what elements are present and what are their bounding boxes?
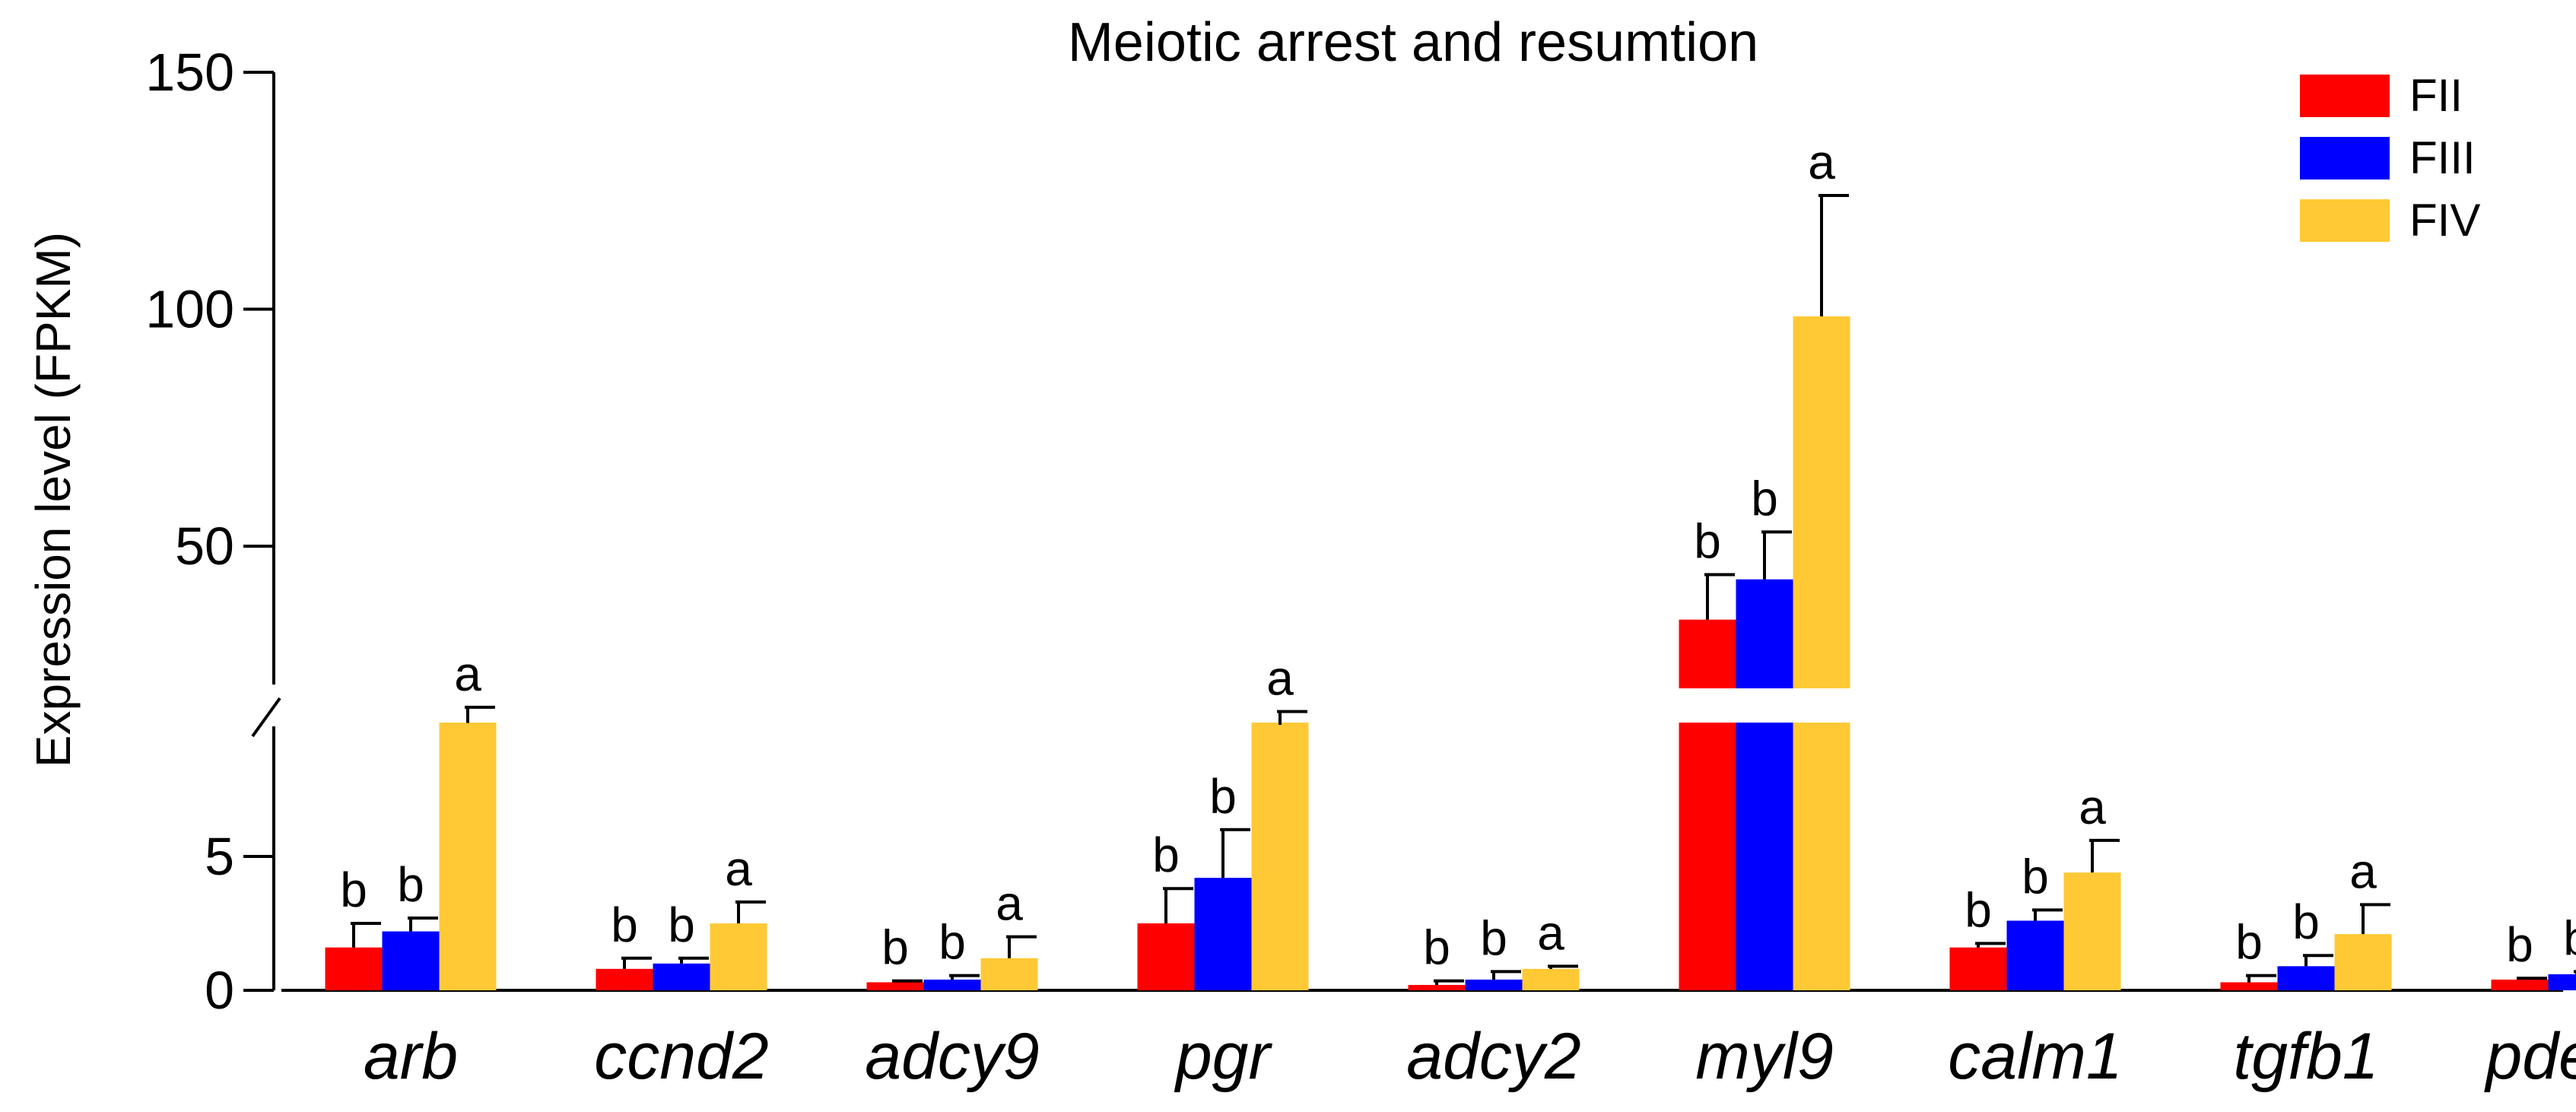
significance-letter: a bbox=[1808, 135, 1835, 189]
significance-letter: b bbox=[2022, 849, 2049, 904]
bar-calm1-fii bbox=[1949, 947, 2007, 990]
x-tick-label: adcy2 bbox=[1406, 1020, 1581, 1093]
x-tick-labels: arb ccnd2 adcy9 pgr adcy2 myl9 calm1 tgfb1 pde3b bbox=[364, 1020, 2576, 1093]
x-tick-label: myl9 bbox=[1695, 1020, 1834, 1093]
chart-title: Meiotic arrest and resumtion bbox=[1068, 12, 1758, 73]
bar-adcy2-fiii bbox=[1465, 979, 1523, 990]
legend-swatch-fii bbox=[2300, 75, 2390, 117]
y-tick-label: 5 bbox=[205, 827, 234, 886]
bar-myl9-fiii bbox=[1736, 579, 1793, 688]
significance-letter: b bbox=[1152, 828, 1180, 882]
bar-pde3b-fii bbox=[2491, 979, 2549, 990]
bar-arb-fii bbox=[325, 947, 383, 990]
legend-swatch-fiv bbox=[2300, 199, 2390, 242]
significance-letter: b bbox=[939, 915, 966, 970]
bar-adcy9-fiv bbox=[980, 958, 1038, 990]
bar-pde3b-fiii bbox=[2548, 974, 2576, 990]
bar-ccnd2-fiv bbox=[710, 923, 767, 990]
significance-letter: b bbox=[1694, 513, 1721, 568]
significance-letter: b bbox=[611, 898, 638, 952]
significance-letter: a bbox=[2079, 780, 2106, 834]
x-tick-label: adcy9 bbox=[865, 1020, 1040, 1093]
significance-letter: b bbox=[2292, 894, 2320, 949]
x-tick-label: pde3b bbox=[2483, 1020, 2576, 1093]
bar-myl9-fiv-lower bbox=[1793, 723, 1850, 990]
bar-arb-fiv-lower bbox=[439, 723, 497, 990]
significance-letter: b bbox=[2235, 915, 2263, 970]
bar-pgr-fiii bbox=[1194, 878, 1252, 990]
legend-label-fiii: FIII bbox=[2409, 132, 2476, 183]
bar-ccnd2-fii bbox=[596, 968, 653, 990]
bar-adcy9-fiii bbox=[923, 979, 981, 990]
bar-ccnd2-fiii bbox=[653, 963, 710, 990]
y-tick-label: 0 bbox=[205, 961, 234, 1020]
bar-calm1-fiv bbox=[2063, 872, 2121, 990]
x-tick-label: tgfb1 bbox=[2233, 1020, 2378, 1093]
significance-letter: b bbox=[397, 857, 424, 912]
legend-label-fii: FII bbox=[2409, 70, 2463, 121]
significance-letter: b bbox=[1965, 882, 1992, 937]
axis-break-mark bbox=[251, 697, 281, 738]
bar-myl9-fii bbox=[1679, 619, 1736, 688]
significance-letter: b bbox=[1480, 910, 1507, 965]
bar-adcy2-fiv bbox=[1522, 968, 1580, 990]
legend: FII FIII FIV bbox=[2300, 70, 2480, 246]
significance-letter: a bbox=[1266, 651, 1294, 706]
significance-letter: a bbox=[996, 876, 1023, 931]
y-tick-label: 100 bbox=[145, 280, 234, 339]
significance-letter: b bbox=[1751, 471, 1778, 526]
bar-tgfb1-fiii bbox=[2277, 966, 2335, 990]
bar-pgr-fii bbox=[1137, 923, 1195, 990]
y-axis-label: Expression level (FPKM) bbox=[26, 232, 81, 767]
y-axis: 0 5 50 100 150 bbox=[145, 43, 2563, 1020]
significance-letter: b bbox=[668, 898, 695, 952]
significance-letter: b bbox=[340, 863, 367, 917]
x-tick-label: arb bbox=[364, 1020, 458, 1093]
significance-letter: a bbox=[725, 841, 752, 896]
significance-letter: a bbox=[454, 647, 481, 701]
significance-letter: b bbox=[1423, 920, 1450, 975]
x-tick-label: ccnd2 bbox=[594, 1020, 769, 1093]
legend-swatch-fiii bbox=[2300, 137, 2390, 180]
bar-tgfb1-fii bbox=[2220, 982, 2278, 990]
bar-pgr-fiv-lower bbox=[1251, 723, 1309, 990]
bar-adcy2-fii bbox=[1408, 984, 1466, 990]
x-tick-label: calm1 bbox=[1948, 1020, 2122, 1093]
y-tick-label: 50 bbox=[175, 516, 234, 576]
y-tick-label: 150 bbox=[145, 43, 234, 102]
bar-tgfb1-fiv bbox=[2334, 934, 2392, 990]
bar-arb-fiii bbox=[382, 931, 440, 990]
bar-calm1-fiii bbox=[2006, 920, 2064, 990]
bar-myl9-fii-lower bbox=[1679, 723, 1736, 990]
significance-letter: b bbox=[1209, 769, 1237, 824]
bar-myl9-fiii-lower bbox=[1736, 723, 1793, 990]
significance-letter: a bbox=[2349, 844, 2377, 898]
bar-myl9-fiv bbox=[1793, 316, 1850, 688]
significance-letter: a bbox=[1537, 905, 1564, 960]
bar-adcy9-fii bbox=[866, 982, 924, 990]
legend-label-fiv: FIV bbox=[2409, 195, 2480, 246]
significance-letter: b bbox=[2563, 910, 2576, 965]
bars-layer: bbabbabbabbabbabbabbabbabba bbox=[325, 135, 2576, 990]
x-tick-label: pgr bbox=[1174, 1020, 1273, 1093]
significance-letter: b bbox=[881, 920, 909, 975]
significance-letter: b bbox=[2506, 917, 2533, 972]
